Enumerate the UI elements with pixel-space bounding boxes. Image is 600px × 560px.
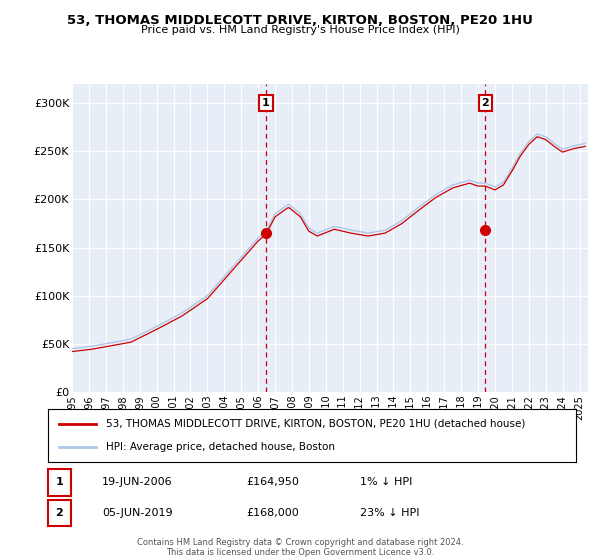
Text: 1% ↓ HPI: 1% ↓ HPI xyxy=(360,477,412,487)
Text: 19-JUN-2006: 19-JUN-2006 xyxy=(102,477,173,487)
Text: 23% ↓ HPI: 23% ↓ HPI xyxy=(360,508,419,518)
Text: Contains HM Land Registry data © Crown copyright and database right 2024.
This d: Contains HM Land Registry data © Crown c… xyxy=(137,538,463,557)
Text: HPI: Average price, detached house, Boston: HPI: Average price, detached house, Bost… xyxy=(106,442,335,452)
Text: 1: 1 xyxy=(56,477,63,487)
Text: £164,950: £164,950 xyxy=(246,477,299,487)
Text: 53, THOMAS MIDDLECOTT DRIVE, KIRTON, BOSTON, PE20 1HU (detached house): 53, THOMAS MIDDLECOTT DRIVE, KIRTON, BOS… xyxy=(106,419,526,429)
Text: 1: 1 xyxy=(262,98,270,108)
Text: 2: 2 xyxy=(56,508,63,518)
Text: Price paid vs. HM Land Registry's House Price Index (HPI): Price paid vs. HM Land Registry's House … xyxy=(140,25,460,35)
Text: 2: 2 xyxy=(481,98,489,108)
Text: 05-JUN-2019: 05-JUN-2019 xyxy=(102,508,173,518)
Text: £168,000: £168,000 xyxy=(246,508,299,518)
Text: 53, THOMAS MIDDLECOTT DRIVE, KIRTON, BOSTON, PE20 1HU: 53, THOMAS MIDDLECOTT DRIVE, KIRTON, BOS… xyxy=(67,14,533,27)
